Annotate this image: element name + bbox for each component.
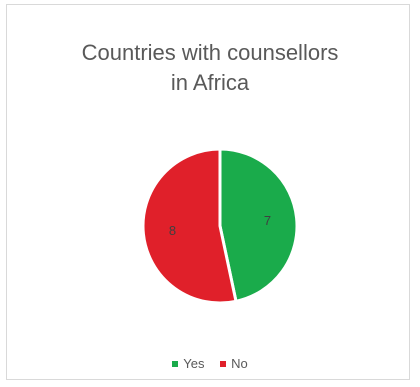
chart-title-line-1: Countries with counsellors (81, 40, 339, 65)
data-label-yes: 7 (264, 213, 271, 228)
legend-label-no: No (231, 356, 248, 371)
chart-title: Countries with counsellors in Africa (0, 38, 420, 98)
data-label-no: 8 (169, 223, 176, 238)
legend-item-no: No (220, 356, 248, 371)
legend-swatch-yes (172, 360, 179, 367)
pie-slice-yes (218, 147, 299, 304)
pie-slice-no (141, 147, 238, 305)
chart-title-line-2: in Africa (170, 70, 250, 95)
legend-label-yes: Yes (183, 356, 205, 371)
legend-swatch-no (220, 360, 227, 367)
legend-item-yes: Yes (172, 356, 204, 371)
chart-legend: Yes No (0, 356, 420, 371)
